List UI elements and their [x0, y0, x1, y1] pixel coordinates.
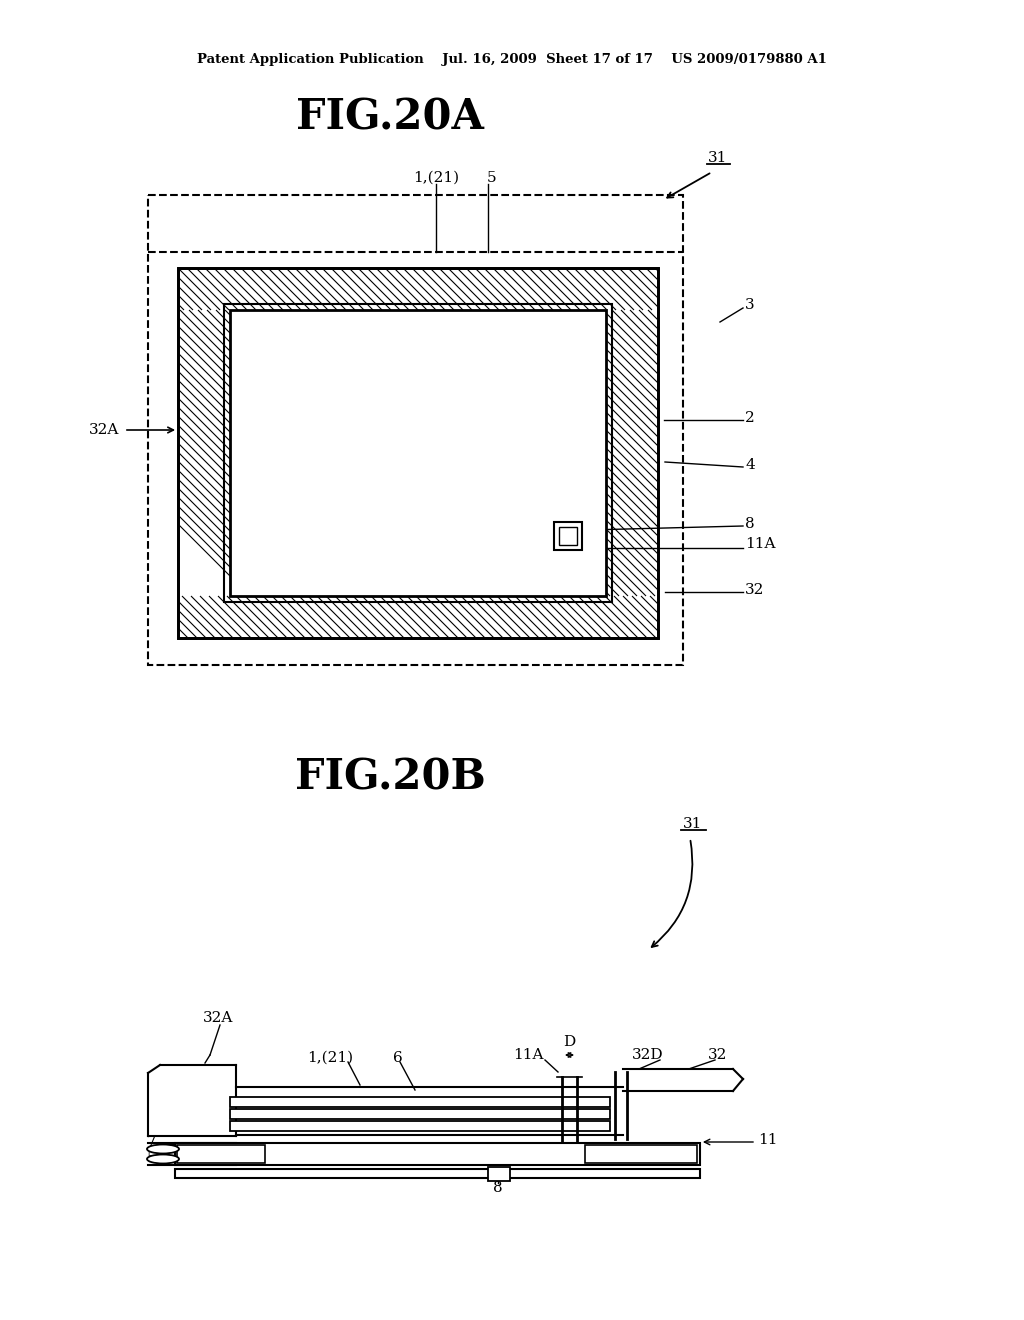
Text: 32: 32	[709, 1048, 728, 1063]
Bar	[175, 1143, 700, 1166]
Text: 11: 11	[758, 1133, 777, 1147]
Text: 1,(21): 1,(21)	[307, 1051, 353, 1065]
Bar	[559, 527, 577, 545]
Text: 1,(21): 1,(21)	[413, 172, 459, 185]
Text: FIG.20A: FIG.20A	[296, 96, 484, 139]
Text: D: D	[563, 1035, 575, 1049]
Bar	[554, 521, 582, 550]
Text: 7: 7	[147, 1135, 157, 1148]
Text: 8: 8	[745, 517, 755, 531]
Text: 32: 32	[745, 583, 764, 597]
Bar	[177, 1144, 265, 1163]
Bar	[150, 1067, 234, 1135]
Text: 5: 5	[147, 1151, 157, 1166]
Text: 4: 4	[745, 458, 755, 473]
Bar	[585, 1144, 697, 1163]
Text: 31: 31	[683, 817, 702, 832]
Bar	[230, 1121, 610, 1131]
Text: 32A: 32A	[89, 422, 119, 437]
Text: 32D: 32D	[632, 1048, 664, 1063]
Bar	[230, 1109, 610, 1119]
Text: 32A: 32A	[203, 1011, 233, 1026]
Ellipse shape	[147, 1144, 179, 1154]
Text: 8: 8	[494, 1181, 503, 1195]
Bar	[623, 1071, 731, 1090]
Bar	[148, 195, 683, 665]
Text: Patent Application Publication    Jul. 16, 2009  Sheet 17 of 17    US 2009/01798: Patent Application Publication Jul. 16, …	[197, 54, 827, 66]
Text: 31: 31	[709, 150, 728, 165]
Bar	[488, 1167, 510, 1181]
Bar	[230, 1097, 610, 1107]
Bar	[178, 268, 658, 638]
Bar	[230, 310, 606, 597]
Text: FIG.20B: FIG.20B	[295, 756, 485, 799]
Text: 6: 6	[393, 1051, 402, 1065]
Bar	[178, 268, 658, 638]
Bar	[616, 1072, 626, 1139]
Text: 5: 5	[487, 172, 497, 185]
Text: 3: 3	[745, 298, 755, 312]
Bar	[175, 1170, 700, 1177]
Text: 11A: 11A	[513, 1048, 544, 1063]
Bar	[224, 304, 612, 602]
Text: 2: 2	[745, 411, 755, 425]
Ellipse shape	[147, 1155, 179, 1163]
Text: 11A: 11A	[745, 537, 775, 550]
